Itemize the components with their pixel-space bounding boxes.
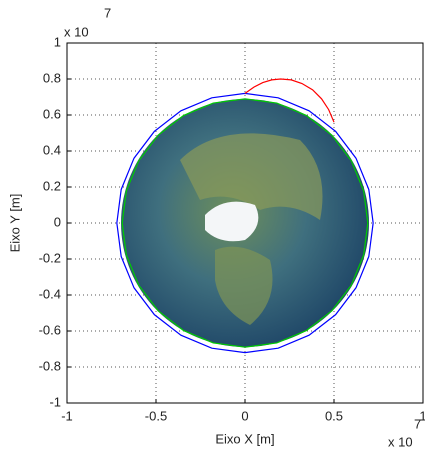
- y-tick-label: 0.6: [43, 106, 61, 121]
- y-tick-label: -0.2: [39, 250, 61, 265]
- chart: Eixo X [m] Eixo Y [m] x 10 7 x 10 7 -1-0…: [0, 0, 425, 455]
- x-exponent-base: x 10: [388, 434, 413, 449]
- y-tick-label: 0.8: [43, 70, 61, 85]
- earth-image: [121, 99, 369, 347]
- x-tick-label: -1: [61, 408, 73, 423]
- x-tick-label: 1: [419, 408, 425, 423]
- y-tick-label: 0.4: [43, 142, 61, 157]
- x-axis-label: Eixo X [m]: [215, 431, 274, 446]
- x-tick-label: 0: [241, 408, 248, 423]
- y-exponent-base: x 10: [64, 24, 89, 39]
- x-tick-label: -0.5: [145, 408, 167, 423]
- y-tick-label: -1: [49, 394, 61, 409]
- y-exponent-power: 7: [104, 5, 111, 20]
- y-tick-label: 0: [54, 214, 61, 229]
- y-tick-label: 0.2: [43, 178, 61, 193]
- y-tick-label: -0.8: [39, 358, 61, 373]
- y-tick-label: -0.4: [39, 286, 61, 301]
- y-axis-label: Eixo Y [m]: [7, 194, 22, 253]
- y-tick-label: -0.6: [39, 322, 61, 337]
- y-tick-label: 1: [54, 34, 61, 49]
- x-tick-label: 0.5: [325, 408, 343, 423]
